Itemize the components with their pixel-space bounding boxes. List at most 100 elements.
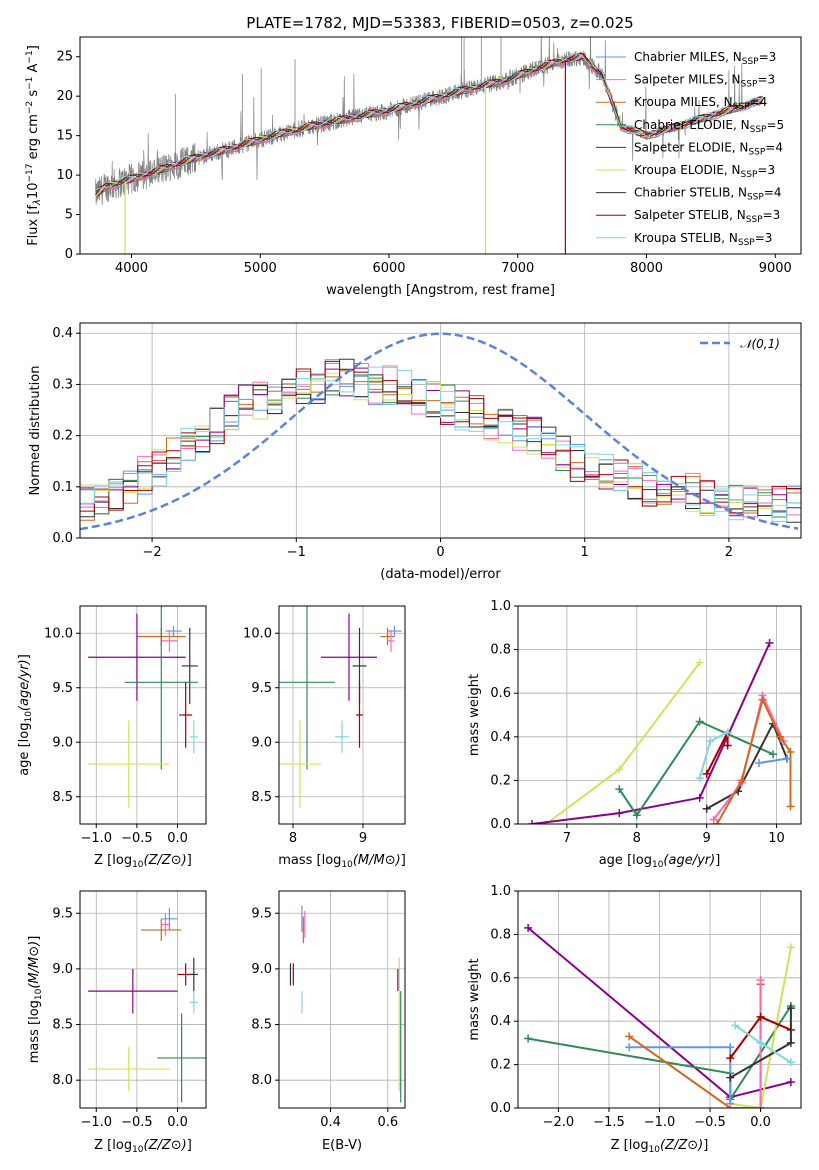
y-tick-label: 9.5 — [251, 906, 272, 921]
spectrum-title: PLATE=1782, MJD=53383, FIBERID=0503, z=0… — [246, 14, 633, 32]
weight-marker — [786, 1077, 795, 1086]
legend-label-9: Kroupa STELIB, NSSP=3 — [634, 231, 772, 248]
x-axis-label: Z [log10(Z/Z⊙)] — [94, 1138, 192, 1155]
x-tick-label: −0.5 — [121, 1115, 153, 1130]
weight-marker — [615, 785, 624, 794]
weight-marker — [765, 639, 774, 648]
weight-marker — [776, 732, 785, 741]
model-line-6 — [95, 54, 763, 198]
axes-frame — [79, 890, 207, 1109]
weight-marker — [702, 804, 711, 813]
y-tick-label: 0.6 — [490, 971, 511, 986]
weight-line-2 — [531, 642, 771, 824]
x-axis-label: wavelength [Angstrom, rest frame] — [326, 283, 555, 298]
x-tick-label: 0.0 — [750, 1115, 771, 1130]
errorbar-point-9 — [88, 1046, 170, 1092]
weight-marker — [786, 1038, 795, 1047]
weight-marker — [524, 1034, 533, 1043]
errorbar-point-5 — [181, 627, 198, 705]
errorbar-point-6 — [88, 968, 178, 1014]
errorbar-point-6 — [279, 606, 335, 770]
weight-line-9 — [758, 757, 788, 764]
y-tick-label: 0.8 — [490, 927, 511, 942]
y-tick-label: 0.4 — [52, 326, 73, 341]
axes-frame — [517, 890, 802, 1109]
weight-marker — [756, 975, 765, 984]
x-tick-label: −1.0 — [644, 1115, 676, 1130]
weight-marker — [695, 774, 704, 783]
x-tick-label: −2.0 — [543, 1115, 575, 1130]
y-tick-label: 9.0 — [52, 962, 73, 977]
weight-marker — [726, 1104, 735, 1108]
errorbar-point-5 — [189, 957, 198, 992]
legend-label-2: Salpeter MILES, NSSP=3 — [634, 73, 775, 90]
x-tick-label: −1.5 — [593, 1115, 625, 1130]
residual-hist-8 — [80, 360, 801, 514]
y-tick-label: 15 — [56, 129, 73, 144]
spectrum-plot — [95, 37, 763, 254]
x-tick-label: 0.0 — [167, 1115, 188, 1130]
model-line-8 — [95, 52, 763, 192]
errorbar-point-9 — [88, 720, 170, 808]
legend-label-1: Chabrier MILES, NSSP=3 — [634, 50, 776, 67]
x-axis-label: Z [log10(Z/Z⊙)] — [611, 1138, 709, 1155]
x-tick-label: 9000 — [759, 261, 792, 276]
legend-label-8: Salpeter STELIB, NSSP=3 — [634, 208, 780, 225]
x-tick-label: 5000 — [244, 261, 277, 276]
weight-marker — [726, 1043, 735, 1052]
axes-frame — [517, 605, 802, 825]
x-tick-label: 6000 — [372, 261, 405, 276]
errorbar-point-7 — [189, 991, 198, 1014]
weight-marker — [706, 737, 715, 746]
weight-marker — [783, 754, 792, 763]
y-axis-label: mass [log10(M/M⊙)] — [27, 936, 44, 1064]
x-tick-label: −2 — [143, 545, 162, 560]
y-tick-label: 10 — [56, 168, 73, 183]
y-tick-label: 0.0 — [490, 817, 511, 832]
x-tick-label: −1.0 — [80, 831, 112, 846]
axes-frame — [278, 605, 406, 825]
weight-marker — [695, 793, 704, 802]
weight-marker — [615, 765, 624, 774]
errorbar-point-1 — [161, 907, 178, 930]
x-tick-label: 0 — [436, 545, 444, 560]
x-tick-label: −1 — [287, 545, 306, 560]
weight-line-3 — [618, 720, 774, 818]
weight-marker — [726, 1054, 735, 1063]
y-tick-label: 0.0 — [52, 531, 73, 546]
weight-marker — [786, 802, 795, 811]
x-tick-label: 9 — [359, 831, 367, 846]
residual-plot — [80, 332, 801, 531]
weight-marker — [755, 758, 764, 767]
weight-marker — [713, 820, 722, 824]
weight-marker — [615, 809, 624, 818]
weight-marker — [723, 741, 732, 750]
x-tick-label: 7000 — [501, 261, 534, 276]
errorbar-plot — [88, 606, 198, 808]
y-tick-label: 25 — [56, 50, 73, 65]
y-tick-label: 0.6 — [490, 686, 511, 701]
errorbar-point-1 — [165, 625, 182, 637]
weight-marker — [731, 1021, 740, 1030]
y-tick-label: 10.0 — [243, 626, 272, 641]
errorbar-point-1 — [387, 625, 402, 637]
weight-marker — [524, 923, 533, 932]
weight-marker — [723, 728, 732, 737]
errorbar-point-7 — [356, 682, 363, 748]
y-tick-label: 8.0 — [251, 1073, 272, 1088]
y-tick-label: 9.0 — [251, 735, 272, 750]
x-axis-label: Z [log10(Z/Z⊙)] — [94, 853, 192, 870]
y-tick-label: 8.0 — [52, 1073, 73, 1088]
weight-marker — [769, 750, 778, 759]
errorbar-plot — [88, 907, 206, 1103]
weight-marker — [758, 695, 767, 704]
legend-label-6: Kroupa ELODIE, NSSP=3 — [634, 163, 775, 180]
legend-label-7: Chabrier STELIB, NSSP=4 — [634, 186, 782, 203]
y-tick-label: 8.5 — [52, 790, 73, 805]
y-tick-label: 0.4 — [490, 1014, 511, 1029]
weight-marker — [786, 943, 795, 952]
y-tick-label: 1.0 — [490, 884, 511, 899]
legend-label-5: Salpeter ELODIE, NSSP=4 — [634, 140, 783, 157]
errorbar-point-7 — [179, 682, 193, 748]
